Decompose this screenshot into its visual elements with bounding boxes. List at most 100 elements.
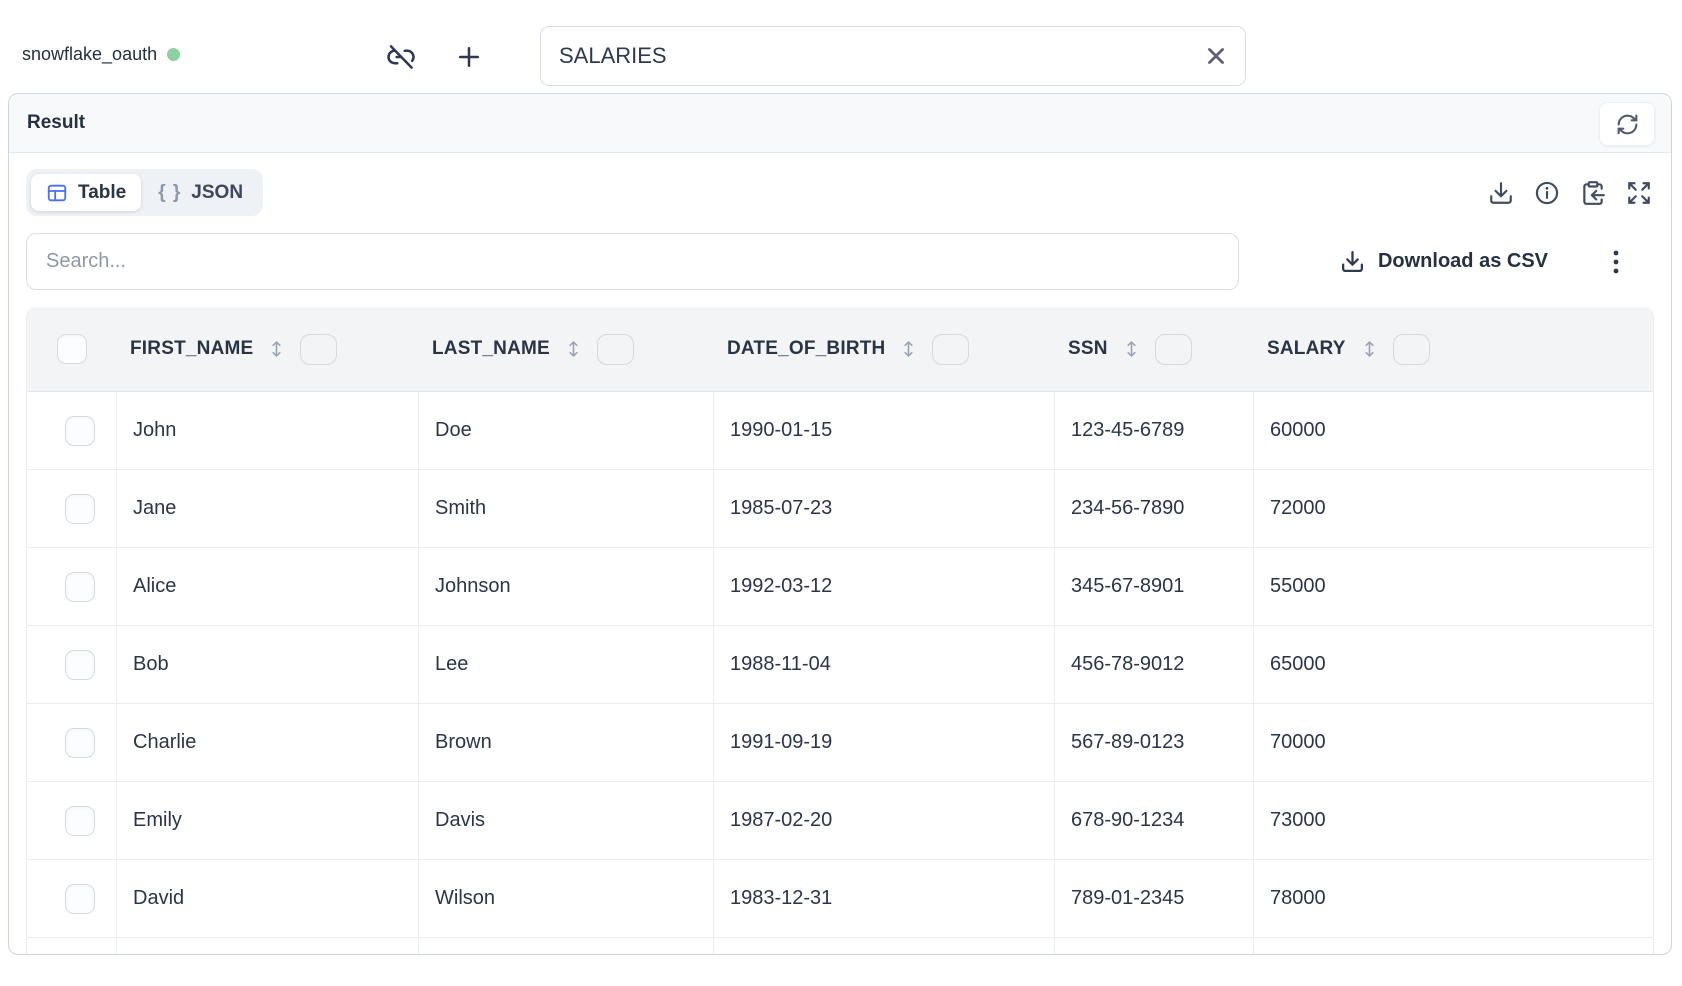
table-cell: 1991-09-19 (713, 704, 1054, 781)
table-row: Jane Smith 1985-07-23 234-56-7890 72000 (27, 470, 1653, 548)
plus-icon (459, 47, 479, 67)
table-cell: 1985-07-23 (713, 470, 1054, 547)
row-checkbox[interactable] (64, 571, 95, 602)
table-toolbar-row: Download as CSV (26, 233, 1654, 290)
row-checkbox[interactable] (64, 727, 95, 758)
table-cell: Emily (116, 782, 418, 859)
table-cell: 234-56-7890 (1054, 470, 1253, 547)
table-row: Bob Lee 1988-11-04 456-78-9012 65000 (27, 626, 1653, 704)
column-header-label: FIRST_NAME (130, 338, 254, 359)
table-cell: 65000 (1253, 626, 1653, 703)
connection-name: snowflake_oauth (22, 44, 158, 64)
table-cell: 1990-01-15 (713, 392, 1054, 469)
table-cell: 55000 (1253, 548, 1653, 625)
table-row: David Wilson 1983-12-31 789-01-2345 78000 (27, 860, 1653, 938)
row-checkbox[interactable] (64, 649, 95, 680)
column-header-label: LAST_NAME (432, 338, 550, 359)
expand-icon (1628, 181, 1650, 204)
row-select-cell (27, 470, 116, 547)
table-cell: 60000 (1253, 392, 1653, 469)
column-handle[interactable] (596, 333, 634, 365)
result-info-button[interactable] (1534, 180, 1560, 206)
table-cell: Brown (418, 704, 713, 781)
add-tab-button[interactable] (452, 40, 486, 74)
kebab-icon (1613, 250, 1619, 273)
table-options-button[interactable] (1604, 248, 1628, 276)
result-panel: Result Table (8, 93, 1672, 955)
table-cell: 345-67-8901 (1054, 548, 1253, 625)
column-handle[interactable] (1392, 333, 1430, 365)
tab-json[interactable]: { } JSON (143, 174, 258, 211)
sort-icon[interactable] (898, 338, 919, 360)
column-header-ssn: SSN (1054, 307, 1253, 391)
refresh-button[interactable] (1599, 102, 1655, 146)
table-cell: 456-78-9012 (1054, 626, 1253, 703)
table-row: Emily Davis 1987-02-20 678-90-1234 73000 (27, 782, 1653, 860)
column-header-date_of_birth: DATE_OF_BIRTH (713, 307, 1054, 391)
table-cell: 123-45-6789 (1054, 392, 1253, 469)
table-cell: 70000 (1253, 704, 1653, 781)
row-select-cell (27, 548, 116, 625)
table-cell: Wilson (418, 860, 713, 937)
column-header-first_name: FIRST_NAME (116, 307, 418, 391)
result-tool-icons (1488, 180, 1654, 206)
table-cell: 1983-12-31 (713, 860, 1054, 937)
download-result-button[interactable] (1488, 180, 1514, 206)
close-icon (1208, 48, 1224, 64)
table-cell: 1988-11-04 (713, 626, 1054, 703)
download-icon (1490, 181, 1512, 204)
download-csv-label: Download as CSV (1377, 250, 1548, 272)
table-cell (1253, 938, 1653, 954)
table-cell: Smith (418, 470, 713, 547)
tab-table[interactable]: Table (31, 174, 142, 211)
sort-icon[interactable] (266, 338, 287, 360)
table-name-input[interactable] (557, 42, 1201, 70)
table-cell: Charlie (116, 704, 418, 781)
download-icon (1341, 250, 1363, 273)
row-checkbox[interactable] (64, 493, 95, 524)
result-header-bar: Result (9, 94, 1671, 153)
panel-content: Table { } JSON (9, 153, 1671, 954)
row-select-cell (27, 782, 116, 859)
row-select-cell (27, 704, 116, 781)
search-input[interactable] (26, 233, 1239, 290)
connection-status-dot (167, 48, 181, 61)
column-header-label: SSN (1068, 338, 1108, 359)
table-cell: 789-01-2345 (1054, 860, 1253, 937)
refresh-icon (1617, 114, 1637, 134)
column-handle[interactable] (300, 333, 338, 365)
column-handle[interactable] (1154, 333, 1192, 365)
table-cell: Jane (116, 470, 418, 547)
row-select-cell (27, 938, 116, 954)
top-bar: snowflake_oauth (0, 0, 1682, 93)
column-header-label: DATE_OF_BIRTH (727, 338, 886, 359)
copy-result-button[interactable] (1580, 180, 1606, 206)
table-cell: Johnson (418, 548, 713, 625)
column-handle[interactable] (932, 333, 970, 365)
row-checkbox[interactable] (64, 805, 95, 836)
download-csv-button[interactable]: Download as CSV (1340, 249, 1548, 274)
table-row: Charlie Brown 1991-09-19 567-89-0123 70000 (27, 704, 1653, 782)
disconnect-button[interactable] (384, 40, 418, 74)
sort-icon[interactable] (563, 338, 584, 360)
tab-table-label: Table (78, 181, 127, 203)
table-row: Alice Johnson 1992-03-12 345-67-8901 55000 (27, 548, 1653, 626)
connection-indicator: snowflake_oauth (22, 44, 181, 65)
clear-table-name-button[interactable] (1201, 41, 1231, 71)
row-checkbox[interactable] (64, 415, 95, 446)
clipboard-paste-icon (1583, 180, 1605, 205)
sort-icon[interactable] (1359, 338, 1380, 360)
sort-icon[interactable] (1121, 338, 1142, 360)
expand-result-button[interactable] (1626, 180, 1652, 206)
table-cell: 1987-02-20 (713, 782, 1054, 859)
column-header-label: SALARY (1267, 338, 1346, 359)
select-all-checkbox[interactable] (56, 334, 87, 364)
table-header-row: FIRST_NAME LAST_NAME DATE_OF_BIRTH SSN SALAR… (27, 307, 1653, 392)
table-cell: 1992-03-12 (713, 548, 1054, 625)
view-switcher: Table { } JSON (26, 169, 264, 216)
result-table-wrap: FIRST_NAME LAST_NAME DATE_OF_BIRTH SSN SALAR… (26, 307, 1654, 954)
row-select-cell (27, 392, 116, 469)
table-cell: John (116, 392, 418, 469)
row-checkbox[interactable] (64, 883, 95, 914)
table-cell: 567-89-0123 (1054, 704, 1253, 781)
